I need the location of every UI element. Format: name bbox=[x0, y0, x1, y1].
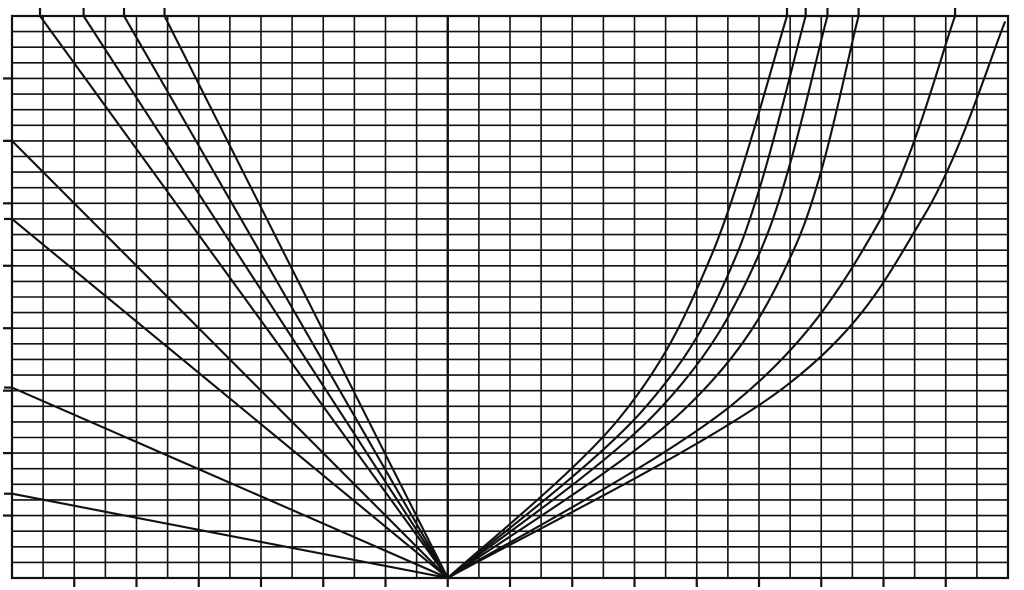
left-fan-line bbox=[10, 139, 449, 580]
right-curve bbox=[446, 14, 789, 580]
left-fan-line bbox=[163, 14, 449, 580]
left-fan-line bbox=[123, 14, 449, 580]
left-fan-line bbox=[38, 14, 449, 580]
right-curve bbox=[446, 14, 957, 580]
right-curve bbox=[446, 14, 860, 580]
right-curve bbox=[446, 21, 1006, 580]
left-fan-line bbox=[82, 14, 449, 580]
series bbox=[10, 14, 1006, 580]
left-fan-line bbox=[10, 492, 449, 580]
right-curve bbox=[446, 14, 829, 580]
right-curve bbox=[446, 14, 807, 580]
axis-ticks bbox=[3, 8, 957, 587]
grid bbox=[10, 14, 1010, 580]
left-fan-line bbox=[10, 217, 449, 580]
left-fan-line bbox=[10, 386, 449, 580]
